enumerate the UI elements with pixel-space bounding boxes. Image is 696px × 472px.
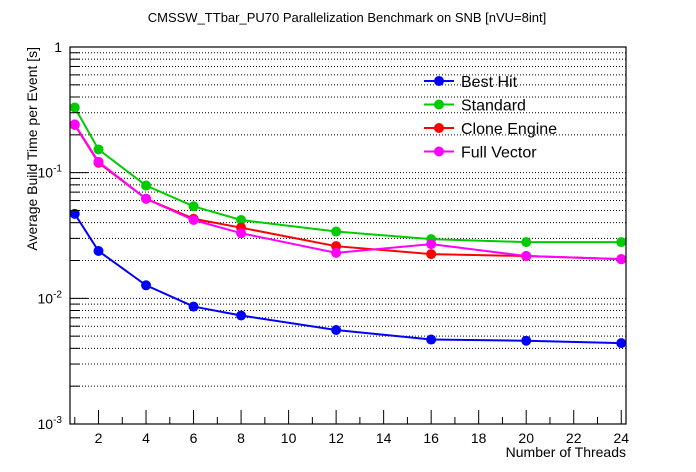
- data-point: [93, 144, 104, 155]
- x-tick-label: 18: [471, 430, 487, 446]
- legend-item: Full Vector: [424, 145, 537, 162]
- legend-label: Standard: [461, 98, 526, 115]
- data-point: [141, 280, 152, 291]
- data-point: [616, 237, 627, 248]
- data-point: [188, 301, 199, 312]
- data-point: [426, 239, 437, 250]
- legend-item: Standard: [424, 98, 526, 115]
- data-point: [426, 334, 437, 345]
- data-point: [236, 310, 247, 321]
- legend-marker: [434, 146, 444, 157]
- data-point: [521, 251, 532, 262]
- legend-item: Clone Engine: [424, 121, 557, 138]
- data-point: [426, 249, 437, 260]
- legend-label: Full Vector: [461, 145, 537, 162]
- x-tick-label: 8: [237, 430, 245, 446]
- x-axis-label: Number of Threads: [506, 444, 626, 460]
- x-tick-label: 6: [190, 430, 198, 446]
- chart-title: CMSSW_TTbar_PU70 Parallelization Benchma…: [148, 10, 546, 25]
- data-point: [69, 119, 80, 130]
- data-point: [331, 247, 342, 258]
- data-point: [521, 237, 532, 248]
- legend-label: Clone Engine: [461, 121, 557, 138]
- data-point: [141, 180, 152, 191]
- data-point: [69, 102, 80, 113]
- legend-item: Best Hit: [424, 74, 518, 91]
- y-tick-label: 10-3: [38, 415, 63, 432]
- x-tick-label: 14: [376, 430, 392, 446]
- data-point: [141, 193, 152, 204]
- data-point: [93, 156, 104, 167]
- x-tick-label: 10: [281, 430, 297, 446]
- y-axis: 1 10-1 10-2 10-3: [38, 39, 88, 432]
- series-layer: [69, 102, 627, 349]
- y-tick-label: 1: [54, 39, 62, 55]
- x-tick-label: 12: [328, 430, 344, 446]
- legend-label: Best Hit: [461, 74, 518, 91]
- x-tick-label: 16: [423, 430, 439, 446]
- x-tick-label: 24: [613, 430, 629, 446]
- x-tick-label: 20: [518, 430, 534, 446]
- legend-marker: [434, 99, 444, 110]
- data-point: [188, 215, 199, 226]
- data-point: [69, 208, 80, 219]
- data-point: [331, 324, 342, 335]
- data-point: [188, 201, 199, 212]
- data-point: [236, 215, 247, 226]
- series-full-vector: [69, 119, 627, 265]
- data-point: [616, 338, 627, 349]
- series-best-hit: [69, 208, 627, 349]
- y-tick-label: 10-2: [38, 289, 63, 306]
- legend-marker: [434, 76, 444, 86]
- x-axis: 2 4 6 8 10 12 14 16 18 20 22 24: [74, 410, 629, 446]
- data-point: [521, 335, 532, 346]
- y-axis-label: Average Build Time per Event [s]: [24, 47, 40, 251]
- x-tick-label: 22: [566, 430, 582, 446]
- data-point: [331, 226, 342, 237]
- legend-marker: [434, 123, 444, 133]
- x-tick-label: 4: [142, 430, 150, 446]
- data-point: [236, 228, 247, 239]
- data-point: [616, 254, 627, 265]
- plot-frame: [69, 46, 627, 425]
- y-tick-label: 10-1: [38, 164, 63, 181]
- series-standard: [69, 102, 627, 248]
- data-point: [93, 246, 104, 257]
- legend: Best Hit Standard Clone Engine Full Vector: [424, 74, 557, 162]
- x-tick-label: 2: [95, 430, 103, 446]
